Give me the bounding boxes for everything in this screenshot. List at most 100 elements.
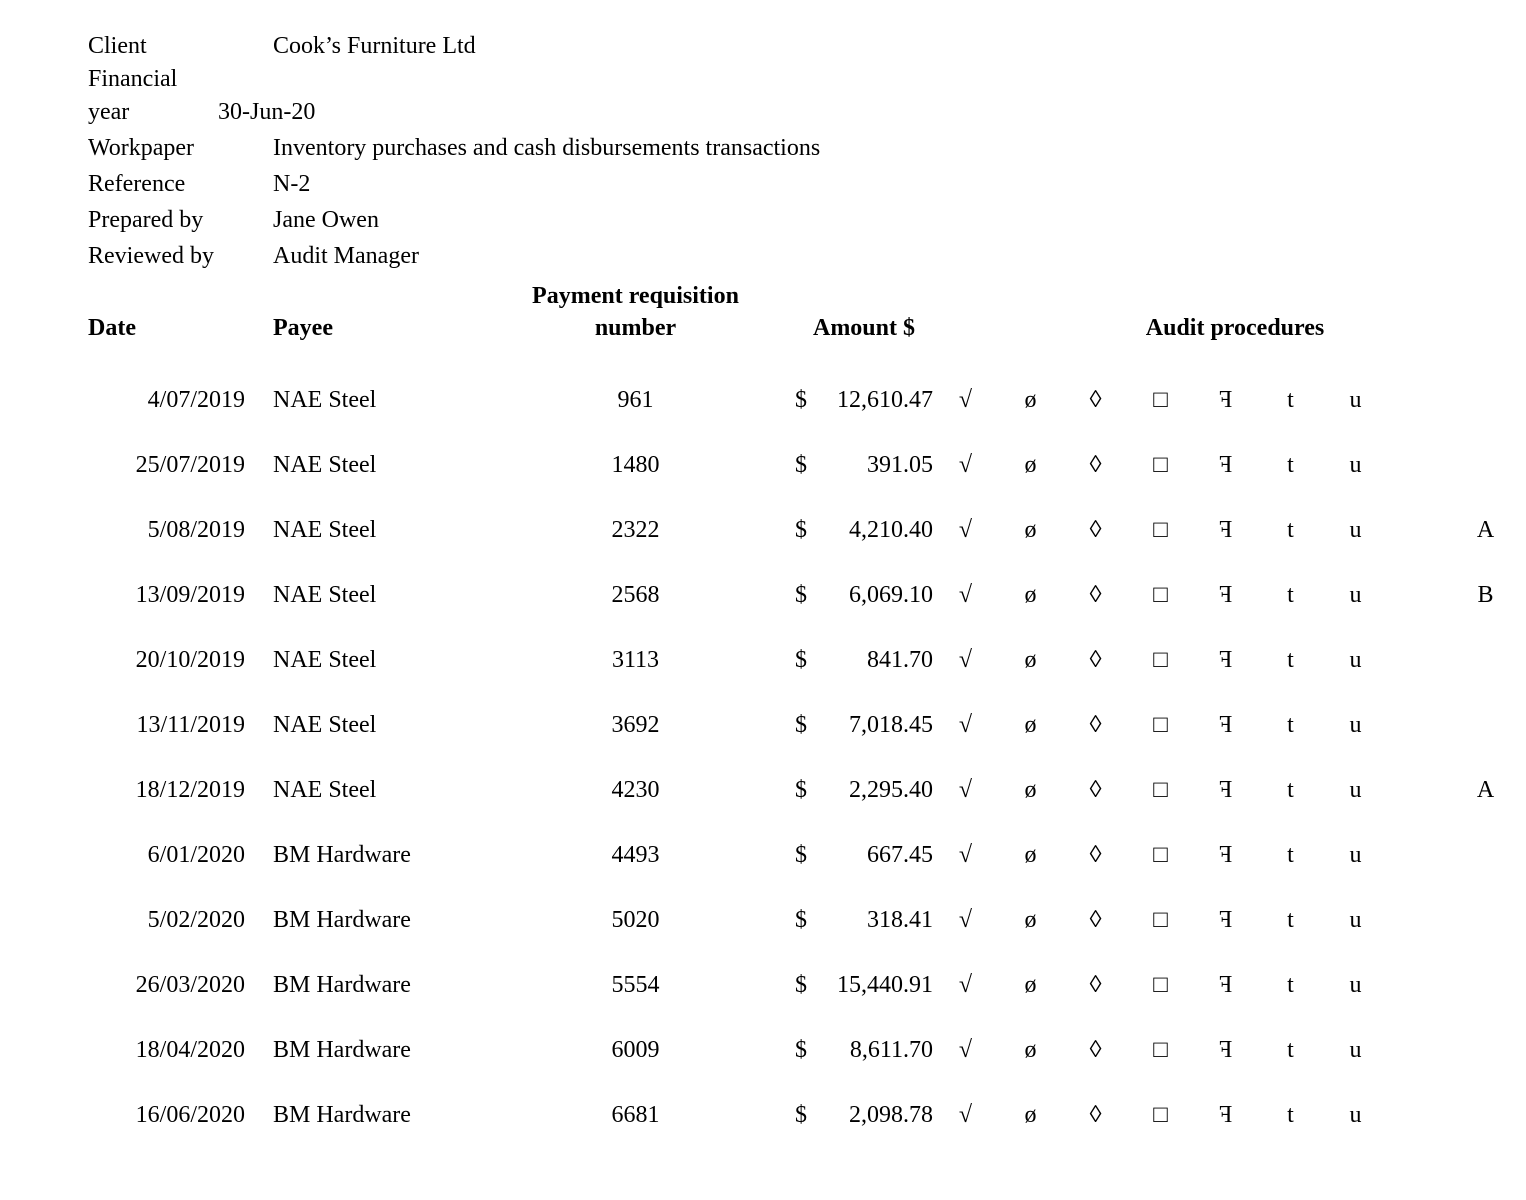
letter-t-mark: t [1287, 907, 1294, 933]
requisition-cell: 1480 [611, 452, 660, 478]
header-body-spacer [0, 344, 1526, 368]
amount-cell: $ 7,018.45 [795, 712, 933, 739]
amount-value: 667.45 [867, 842, 933, 868]
letter-u-mark: u [1349, 842, 1362, 868]
info-row: Client Cook’s Furniture Ltd [88, 27, 1526, 63]
table-row: 16/06/2020 BM Hardware 6681 $ 2,098.78 √… [0, 1083, 1526, 1148]
table-row: 18/04/2020 BM Hardware 6009 $ 8,611.70 √… [0, 1018, 1526, 1083]
date-cell: 20/10/2019 [135, 647, 245, 673]
info-label: Financial year [88, 66, 178, 125]
circle-slash-icon: ø [1024, 647, 1037, 673]
tick-mark-icon: √ [958, 1037, 973, 1063]
table-row: 13/11/2019 NAE Steel 3692 $ 7,018.45 √ ø ◊… [0, 693, 1526, 758]
table-header-row: Date Payee Payment requisition number Am… [0, 280, 1526, 344]
payee-cell: BM Hardware [273, 972, 411, 998]
tick-mark-icon: √ [958, 777, 973, 803]
requisition-cell: 6009 [611, 1037, 660, 1063]
info-label: Client [88, 33, 147, 59]
square-icon: □ [1153, 582, 1168, 608]
amount-cell: $ 6,069.10 [795, 582, 933, 609]
date-cell: 4/07/2019 [147, 387, 245, 413]
diamond-icon: ◊ [1089, 907, 1102, 933]
date-cell: 26/03/2020 [135, 972, 245, 998]
square-icon: □ [1153, 842, 1168, 868]
reversed-f-icon: F [1218, 387, 1233, 413]
letter-u-mark: u [1349, 647, 1362, 673]
diamond-icon: ◊ [1089, 972, 1102, 998]
letter-t-mark: t [1287, 1037, 1294, 1063]
reversed-f-icon: F [1218, 842, 1233, 868]
payee-cell: BM Hardware [273, 842, 411, 868]
amount-value: 4,210.40 [849, 517, 933, 543]
circle-slash-icon: ø [1024, 712, 1037, 738]
tick-mark-icon: √ [958, 517, 973, 543]
square-icon: □ [1153, 387, 1168, 413]
diamond-icon: ◊ [1089, 647, 1102, 673]
circle-slash-icon: ø [1024, 907, 1037, 933]
amount-cell: $ 391.05 [795, 452, 933, 479]
circle-slash-icon: ø [1024, 972, 1037, 998]
circle-slash-icon: ø [1024, 1102, 1037, 1128]
payee-cell: NAE Steel [273, 777, 377, 803]
column-header-audit-procedures-label: Audit procedures [1145, 315, 1325, 341]
date-cell: 18/12/2019 [135, 777, 245, 803]
square-icon: □ [1153, 1102, 1168, 1128]
currency-symbol: $ [795, 452, 807, 478]
amount-cell: $ 667.45 [795, 842, 933, 869]
date-cell: 5/08/2019 [147, 517, 245, 543]
letter-t-mark: t [1287, 777, 1294, 803]
letter-t-mark: t [1287, 387, 1294, 413]
info-value: Inventory purchases and cash disbursemen… [273, 135, 821, 161]
info-label: Prepared by [88, 207, 204, 233]
amount-value: 2,098.78 [849, 1102, 933, 1128]
table-row: 26/03/2020 BM Hardware 5554 $ 15,440.91 … [0, 953, 1526, 1018]
letter-t-mark: t [1287, 712, 1294, 738]
currency-symbol: $ [795, 647, 807, 673]
payee-cell: NAE Steel [273, 387, 377, 413]
currency-symbol: $ [795, 1037, 807, 1063]
table-row: 20/10/2019 NAE Steel 3113 $ 841.70 √ ø ◊ □ F… [0, 628, 1526, 693]
info-row: Financial year 30-Jun-20 [88, 63, 1526, 129]
info-label: Workpaper [88, 135, 195, 161]
requisition-cell: 5020 [611, 907, 660, 933]
reversed-f-icon: F [1218, 777, 1233, 803]
reversed-f-icon: F [1218, 517, 1233, 543]
info-value: Cook’s Furniture Ltd [273, 33, 476, 59]
requisition-cell: 5554 [611, 972, 660, 998]
requisition-cell: 2322 [611, 517, 660, 543]
requisition-cell: 2568 [611, 582, 660, 608]
table-body: 4/07/2019 NAE Steel 961 $ 12,610.47 √ ø ◊ □… [0, 368, 1526, 1148]
square-icon: □ [1153, 647, 1168, 673]
letter-t-mark: t [1287, 842, 1294, 868]
amount-cell: $ 318.41 [795, 907, 933, 934]
diamond-icon: ◊ [1089, 582, 1102, 608]
reversed-f-icon: F [1218, 1102, 1233, 1128]
diamond-icon: ◊ [1089, 1102, 1102, 1128]
letter-u-mark: u [1349, 712, 1362, 738]
tick-mark-icon: √ [958, 647, 973, 673]
circle-slash-icon: ø [1024, 1037, 1037, 1063]
circle-slash-icon: ø [1024, 387, 1037, 413]
requisition-cell: 4493 [611, 842, 660, 868]
column-header-amount: Amount $ [812, 315, 915, 341]
date-cell: 13/11/2019 [136, 712, 245, 738]
square-icon: □ [1153, 517, 1168, 543]
letter-u-mark: u [1349, 582, 1362, 608]
note-cell: A [1476, 777, 1495, 803]
currency-symbol: $ [795, 582, 807, 608]
letter-t-mark: t [1287, 972, 1294, 998]
tick-mark-icon: √ [958, 387, 973, 413]
amount-cell: $ 2,098.78 [795, 1102, 933, 1129]
diamond-icon: ◊ [1089, 452, 1102, 478]
circle-slash-icon: ø [1024, 842, 1037, 868]
amount-cell: $ 2,295.40 [795, 777, 933, 804]
info-row: Prepared by Jane Owen [88, 201, 1526, 237]
info-label: Reviewed by [88, 243, 214, 269]
payee-cell: NAE Steel [273, 647, 377, 673]
currency-symbol: $ [795, 842, 807, 868]
